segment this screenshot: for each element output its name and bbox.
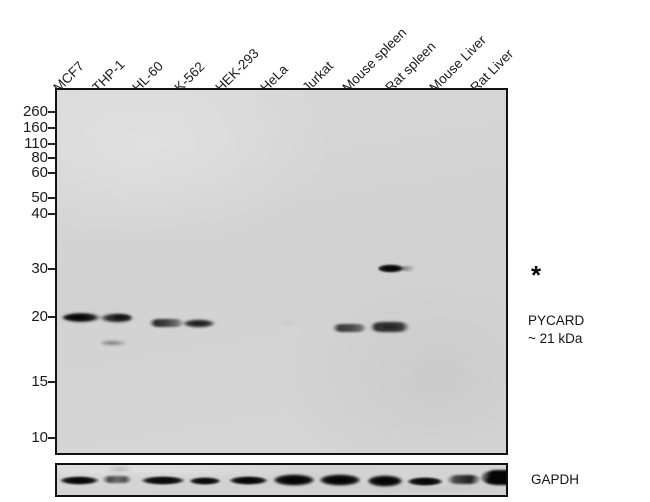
- mw-marker-80: 80: [31, 149, 48, 166]
- mw-tick-60: [48, 172, 56, 174]
- mw-marker-30: 30: [31, 260, 48, 277]
- mw-marker-110: 110: [24, 135, 48, 152]
- mw-marker-260: 260: [22, 103, 48, 120]
- mw-marker-40: 40: [31, 205, 48, 222]
- mw-marker-50: 50: [31, 189, 48, 206]
- target-mw-label: ~ 21 kDa: [528, 331, 583, 346]
- mw-tick-30: [48, 268, 56, 270]
- mw-tick-10: [48, 437, 56, 439]
- mw-tick-110: [48, 143, 56, 145]
- molecular-weight-ladder: 260 160 110 80 60 50 40 30 20 15 10: [0, 0, 48, 502]
- mw-marker-20: 20: [31, 308, 48, 325]
- mw-tick-80: [48, 157, 56, 159]
- mw-marker-10: 10: [31, 429, 48, 446]
- membrane-background-gapdh: [57, 465, 506, 495]
- mw-marker-160: 160: [22, 119, 48, 136]
- membrane-background: [57, 90, 506, 453]
- mw-tick-40: [48, 213, 56, 215]
- asterisk-annotation: *: [531, 260, 542, 290]
- mw-marker-15: 15: [31, 373, 48, 390]
- blot-panel-gapdh: [55, 463, 508, 497]
- target-protein-label: PYCARD: [528, 313, 585, 328]
- mw-tick-160: [48, 127, 56, 129]
- mw-tick-20: [48, 316, 56, 318]
- mw-tick-260: [48, 111, 56, 113]
- blot-panel-pycard: [55, 88, 508, 455]
- loading-control-label: GAPDH: [531, 472, 580, 487]
- mw-tick-50: [48, 197, 56, 199]
- mw-tick-15: [48, 381, 56, 383]
- mw-marker-60: 60: [31, 164, 48, 181]
